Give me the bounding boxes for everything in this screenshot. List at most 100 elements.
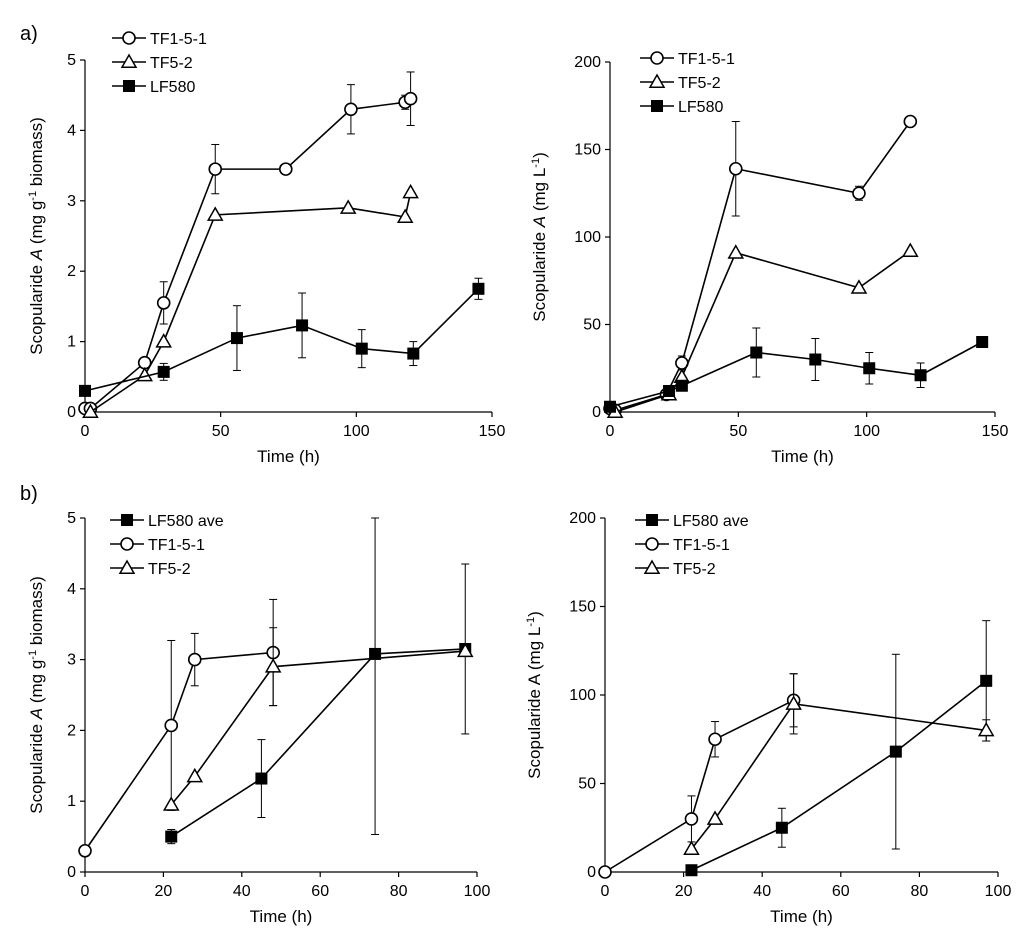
y-tick-label: 2 — [67, 722, 76, 739]
legend-marker — [648, 73, 666, 88]
data-point — [902, 242, 919, 257]
x-axis-label: Time (h) — [770, 907, 833, 926]
chart-b-left: 0 1 2 3 4 5 0 20 40 60 80 100 Time (h) Scopularide A … — [27, 510, 490, 926]
data-point — [208, 162, 223, 176]
y-tick-label: 1 — [67, 793, 76, 810]
data-point — [155, 333, 172, 348]
data-point — [914, 369, 927, 382]
data-point — [344, 102, 358, 117]
legend-marker — [121, 514, 133, 526]
x-tick-label: 60 — [832, 883, 850, 900]
legend-entry: TF1-5-1 — [635, 537, 730, 554]
data-point — [903, 114, 918, 129]
x-tick-label: 0 — [81, 423, 90, 440]
x-tick-label: 80 — [390, 883, 408, 900]
data-point — [977, 721, 995, 737]
data-point — [402, 183, 419, 199]
legend-entry: TF5-2 — [640, 73, 721, 92]
data-point — [403, 91, 418, 106]
data-point — [165, 830, 178, 843]
panel-label-b: b) — [20, 483, 38, 505]
legend-label: LF580 ave — [673, 513, 749, 530]
y-tick-label: 0 — [587, 864, 596, 881]
y-axis-label: Scopularide A (mg g-1 biomass) — [27, 117, 46, 355]
series-lf580 — [79, 277, 485, 397]
data-point — [663, 385, 676, 397]
series-lf580 — [604, 327, 989, 413]
x-tick-label: 100 — [853, 423, 880, 440]
x-tick-label: 150 — [982, 423, 1009, 440]
x-axis-label: Time (h) — [257, 447, 320, 466]
data-point — [396, 208, 414, 223]
legend-label: TF1-5-1 — [678, 51, 735, 68]
legend-marker — [643, 559, 661, 574]
x-tick-label: 20 — [155, 883, 173, 900]
data-point — [980, 674, 993, 687]
series-line — [691, 680, 987, 871]
data-point — [407, 347, 420, 360]
data-point — [604, 400, 616, 413]
x-tick-label: 80 — [911, 883, 929, 900]
y-tick-label: 4 — [67, 581, 76, 598]
series-line — [84, 651, 274, 852]
legend-entry: TF1-5-1 — [112, 31, 207, 48]
data-point — [685, 864, 698, 877]
data-point — [683, 840, 700, 855]
y-axis-label: Scopularide A (mg L-1) — [525, 611, 544, 779]
y-axis-label: Scopularide A (mg g-1 biomass) — [27, 576, 46, 814]
y-tick-label: 2 — [67, 263, 76, 280]
series-line — [690, 702, 987, 850]
data-point — [598, 865, 612, 879]
data-point — [775, 821, 788, 834]
data-point — [850, 279, 868, 294]
legend-label: TF1-5-1 — [673, 537, 730, 554]
series-line — [614, 250, 911, 413]
series-tf5-2 — [162, 627, 474, 811]
data-point — [162, 796, 180, 811]
series-tf1-5-1 — [78, 71, 418, 416]
data-point — [186, 767, 204, 783]
series-tf5-2 — [683, 673, 995, 855]
data-point — [156, 296, 171, 310]
series-lf580-ave — [165, 517, 472, 845]
y-tick-label: 0 — [67, 404, 76, 421]
y-tick-label: 5 — [67, 510, 76, 527]
legend-marker — [118, 559, 136, 574]
x-tick-label: 0 — [601, 883, 610, 900]
series-tf1-5-1 — [78, 598, 280, 858]
data-point — [889, 745, 902, 758]
chart-b-right: 0 50 100 150 200 0 20 40 60 80 100 Time (h) Scopular… — [525, 510, 1011, 926]
data-point — [863, 362, 876, 375]
legend-marker — [645, 537, 659, 551]
legend-entry: TF5-2 — [110, 559, 191, 578]
legend-marker — [120, 53, 138, 68]
data-point — [785, 695, 802, 710]
data-point — [278, 162, 293, 176]
data-point — [230, 332, 243, 345]
x-tick-label: 40 — [233, 883, 251, 900]
y-tick-label: 3 — [67, 193, 76, 210]
panel-label-a: a) — [20, 23, 38, 45]
y-tick-label: 0 — [67, 864, 76, 881]
data-point — [355, 342, 368, 355]
legend-marker — [650, 51, 664, 65]
series-line — [170, 648, 466, 838]
x-tick-label: 0 — [606, 423, 615, 440]
x-tick-label: 100 — [343, 423, 370, 440]
data-point — [339, 199, 357, 214]
legend-label: TF5-2 — [148, 561, 191, 578]
data-point — [708, 732, 722, 747]
y-tick-label: 5 — [67, 52, 76, 69]
data-point — [369, 647, 382, 660]
x-tick-label: 40 — [753, 883, 771, 900]
legend-entry: TF1-5-1 — [640, 51, 735, 68]
data-point — [79, 384, 91, 397]
legend-label: TF1-5-1 — [150, 31, 207, 48]
data-point — [78, 843, 92, 858]
data-point — [456, 642, 474, 658]
data-point — [264, 658, 282, 673]
x-tick-label: 0 — [81, 883, 90, 900]
data-point — [255, 772, 268, 785]
